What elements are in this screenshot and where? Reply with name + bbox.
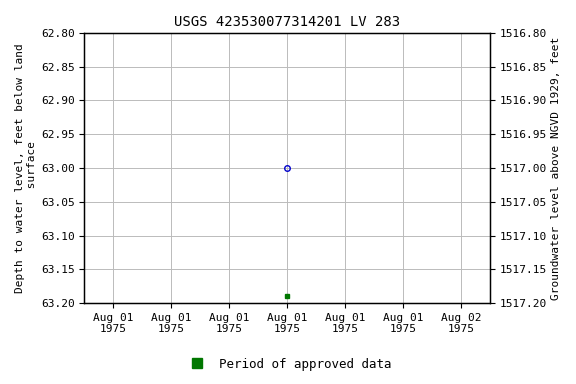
Legend: Period of approved data: Period of approved data xyxy=(179,353,397,376)
Y-axis label: Depth to water level, feet below land
 surface: Depth to water level, feet below land su… xyxy=(15,43,37,293)
Title: USGS 423530077314201 LV 283: USGS 423530077314201 LV 283 xyxy=(174,15,400,29)
Y-axis label: Groundwater level above NGVD 1929, feet: Groundwater level above NGVD 1929, feet xyxy=(551,36,561,300)
